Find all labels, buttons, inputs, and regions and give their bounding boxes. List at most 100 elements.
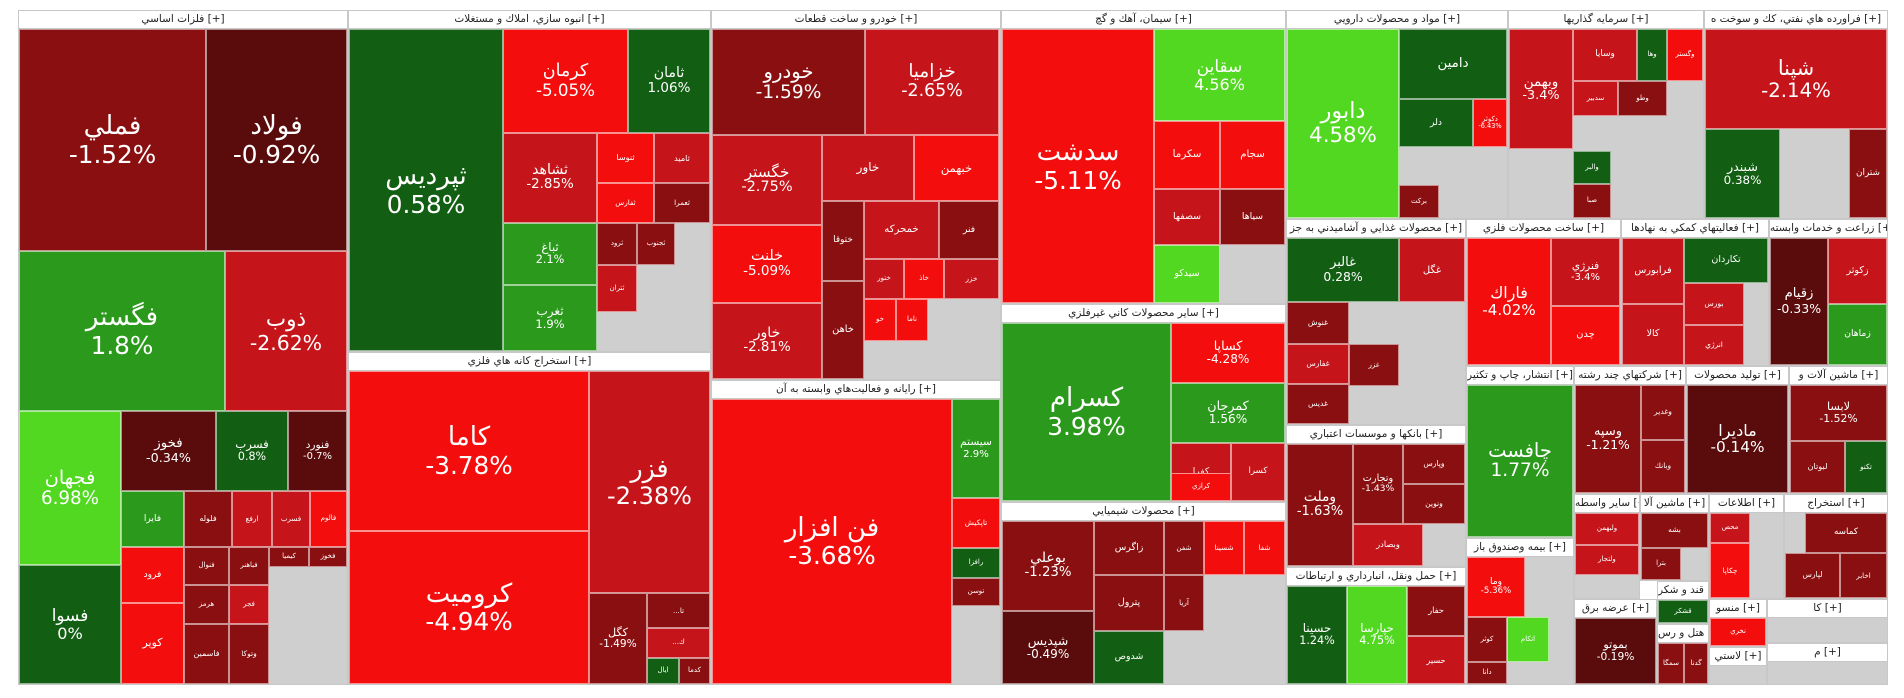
treemap-tile[interactable]: وبانك [1641, 440, 1685, 493]
treemap-tile[interactable]: ولتجار [1575, 545, 1639, 575]
treemap-tile[interactable]: زماهان [1828, 304, 1887, 365]
sector[interactable]: رايانه و فعاليت‌هاي وابسته به آن [+] فن ا… [711, 380, 1001, 685]
treemap-tile[interactable]: اخابر [1840, 553, 1887, 598]
treemap-tile[interactable]: رافزا [952, 548, 1000, 578]
treemap-tile[interactable]: خزاميا -2.65% [865, 29, 999, 135]
treemap-tile[interactable]: دكوثر -6.43% [1473, 99, 1507, 147]
sector[interactable]: بيمه وصندوق باز [+] وما -5.36% كوثر اتكام دان… [1466, 538, 1574, 685]
treemap-tile[interactable]: وسايا [1573, 29, 1637, 81]
treemap-tile[interactable]: فجهان 6.98% [19, 411, 121, 565]
treemap-tile[interactable]: ...تا [647, 593, 710, 628]
treemap-tile[interactable]: حفار [1407, 586, 1465, 636]
treemap-tile[interactable]: شپديس -0.49% [1002, 611, 1094, 684]
treemap-tile[interactable]: كگل -1.49% [589, 593, 647, 684]
treemap-tile[interactable]: ثعمرا [654, 183, 710, 223]
sector[interactable]: شركتهاي چند رشته [+] وسپه -1.21% وغدير وبانك [1574, 366, 1686, 494]
treemap-tile[interactable]: سكرما [1154, 121, 1220, 189]
treemap-tile[interactable]: لپارس [1785, 553, 1840, 598]
sector[interactable]: سيمان، آهك و گچ [+] سدشت -5.11% سقاين 4.56% س… [1001, 10, 1286, 304]
treemap-tile[interactable]: شتران [1849, 129, 1887, 218]
sector-title[interactable]: فراورده هاي نفتي، كك و سوخت ه [+] [1705, 11, 1887, 29]
treemap-tile[interactable]: بموتو -0.19% [1575, 618, 1656, 684]
sector[interactable]: ماشين آلات و [+] لابسا -1.52% لبوتان تكنو [1789, 366, 1888, 494]
treemap-tile[interactable]: آريا [1164, 575, 1204, 631]
sector[interactable]: فراورده هاي نفتي، كك و سوخت ه [+] شپنا -2.… [1704, 10, 1888, 219]
treemap-tile[interactable]: كسرا [1231, 443, 1285, 501]
sector[interactable]: محصولات غذايي و آشاميدني به جز [+] غالبر 0… [1286, 219, 1466, 425]
treemap-tile[interactable]: حپارسا 4.75% [1347, 586, 1407, 684]
sector-title[interactable]: فعاليتهاي كمكي به نهادها [+] [1622, 220, 1768, 238]
sector-title[interactable]: استخراج كانه هاي فلزي [+] [349, 353, 710, 371]
sector[interactable]: فلزات اساسي [+] فملي -1.52% فولاد -0.92% فگست… [18, 10, 348, 685]
treemap-tile[interactable]: ايال [647, 658, 679, 684]
treemap-tile[interactable]: تكنو [1845, 441, 1887, 493]
treemap-tile[interactable]: ثتران [597, 265, 637, 312]
treemap-tile[interactable]: وگستر [1667, 29, 1703, 81]
sector-title[interactable]: توليد محصولات [+] [1687, 367, 1788, 385]
treemap-tile[interactable]: وما -5.36% [1467, 557, 1525, 617]
treemap-tile[interactable]: كالا [1622, 304, 1684, 365]
sector[interactable]: قند و شكر [+] قشكر [1657, 581, 1709, 624]
sector-title[interactable]: كا [+] [1768, 600, 1887, 618]
treemap-tile[interactable]: حسير [1407, 636, 1465, 684]
treemap-tile[interactable]: ثشاهد -2.85% [503, 133, 597, 223]
treemap-tile[interactable]: بورس [1684, 283, 1744, 325]
treemap-tile[interactable]: فزر -2.38% [589, 371, 710, 593]
sector-title[interactable]: قند و شكر [+] [1658, 582, 1708, 600]
sector[interactable]: مواد و محصولات دارويي [+] دابور 4.58% دامين… [1286, 10, 1508, 219]
treemap-tile[interactable]: ذوب -2.62% [225, 251, 347, 411]
treemap-tile[interactable]: هرمز [184, 585, 229, 624]
treemap-tile[interactable]: زكوثر [1828, 238, 1887, 304]
treemap-tile[interactable]: وتجارت -1.43% [1353, 444, 1403, 524]
treemap-tile[interactable]: وغدير [1641, 385, 1685, 440]
treemap-tile[interactable]: خاهن [822, 281, 864, 379]
sector[interactable]: حمل ونقل، انبارداري و ارتباطات [+] حسينا 1… [1286, 567, 1466, 685]
treemap-tile[interactable]: فنوال [184, 547, 229, 585]
sector-title[interactable]: سرمايه گذاريها [+] [1509, 11, 1703, 29]
treemap-tile[interactable]: فالوم [310, 491, 347, 547]
treemap-tile[interactable]: خاور [822, 135, 914, 201]
sector-title[interactable]: م [+] [1768, 644, 1887, 662]
treemap-tile[interactable]: تاپكيش [952, 498, 1000, 548]
treemap-tile[interactable]: ثنوسا [597, 133, 654, 183]
sector-title[interactable]: شركتهاي چند رشته [+] [1575, 367, 1685, 385]
treemap-tile[interactable]: خبهمن [914, 135, 999, 201]
treemap-tile[interactable]: دانا [1467, 662, 1507, 684]
treemap-tile[interactable]: سقاين 4.56% [1154, 29, 1285, 121]
sector[interactable]: زراعت و خدمات وابسته [+]زقيام-0.33%زكوثر… [1769, 219, 1888, 366]
treemap-tile[interactable]: وملت -1.63% [1287, 444, 1353, 566]
treemap-tile[interactable]: ثاميد [654, 133, 710, 183]
treemap-tile[interactable]: سمگا [1658, 643, 1684, 684]
treemap-tile[interactable]: كوثر [1467, 617, 1507, 662]
treemap-tile[interactable]: وطو [1618, 81, 1667, 116]
treemap-tile[interactable]: نخري [1710, 618, 1766, 646]
sector[interactable]: كا [+] [1767, 599, 1888, 643]
sector[interactable]: اطلاعات [+] محص چكاپا [1709, 494, 1784, 599]
sector-title[interactable]: ساير محصولات كاني غيرفلزي [+] [1002, 305, 1285, 323]
treemap-tile[interactable]: ثجنوب [637, 223, 675, 265]
sector-title[interactable]: ماشين آلات و [+] [1790, 367, 1887, 385]
treemap-tile[interactable]: ختوقا [822, 201, 864, 281]
treemap-tile[interactable]: كمرجان 1.56% [1171, 383, 1285, 443]
sector[interactable]: ساير واسطه [+] ولبهمن ولتجار [1574, 494, 1640, 599]
sector-title[interactable]: محصولات غذايي و آشاميدني به جز [+] [1287, 220, 1465, 238]
treemap-tile[interactable]: صبا [1573, 184, 1611, 218]
sector[interactable]: فعاليتهاي كمكي به نهادها [+] تكاردان فرابو… [1621, 219, 1769, 366]
treemap-tile[interactable]: محص [1710, 513, 1750, 543]
treemap-tile[interactable]: لبوتان [1790, 441, 1845, 493]
sector[interactable]: انبوه سازي، املاك و مستغلات [+] ثپرديس 0.5… [348, 10, 711, 352]
treemap-tile[interactable]: ناما [896, 299, 928, 341]
treemap-tile[interactable]: ثامان 1.06% [628, 29, 710, 133]
treemap-tile[interactable]: شفن [1164, 521, 1204, 575]
treemap-tile[interactable]: غديس [1287, 384, 1349, 424]
treemap-tile[interactable]: فاراك -4.02% [1467, 238, 1551, 365]
treemap-tile[interactable]: سدبير [1573, 81, 1618, 116]
sector-title[interactable]: بانكها و موسسات اعتباري [+] [1287, 426, 1465, 444]
treemap-tile[interactable]: فنر [939, 201, 999, 259]
treemap-tile[interactable]: شسينا [1204, 521, 1244, 575]
sector-title[interactable]: فلزات اساسي [+] [19, 11, 347, 29]
treemap-tile[interactable]: توسن [952, 578, 1000, 606]
sector-title[interactable]: هتل و رس [+] [1658, 625, 1708, 643]
treemap-tile[interactable]: دلر [1399, 99, 1473, 147]
sector-title[interactable]: ماشين آلا [+] [1641, 495, 1708, 513]
